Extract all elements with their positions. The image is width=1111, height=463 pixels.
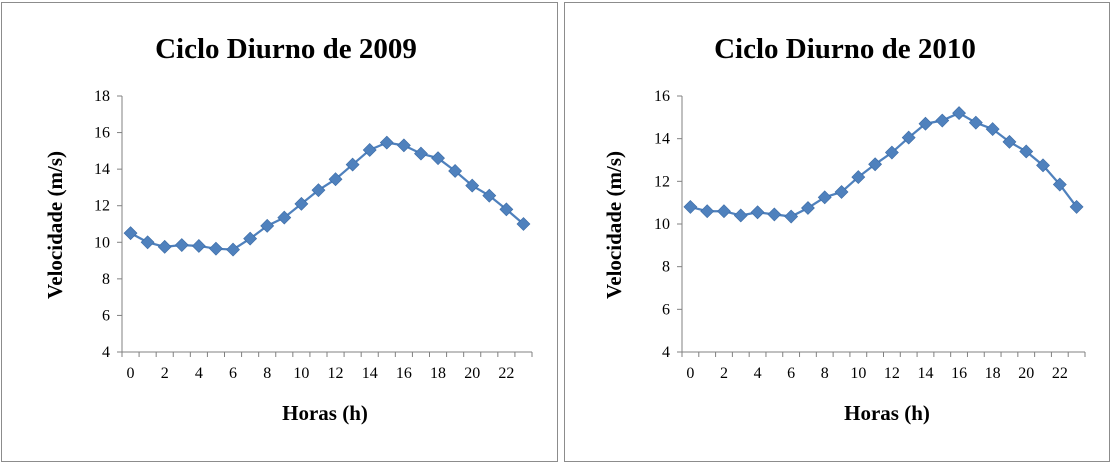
y-tick-label: 14 (654, 131, 670, 148)
data-point-marker (414, 146, 428, 161)
data-point-marker (294, 196, 309, 211)
y-tick-label: 8 (662, 259, 670, 276)
series-line (130, 141, 525, 251)
x-tick-label: 18 (430, 365, 446, 382)
data-point-marker (834, 185, 849, 199)
series-line (690, 111, 1078, 218)
data-point-marker (260, 218, 275, 233)
x-tick-label: 20 (464, 365, 480, 382)
data-point-marker (851, 170, 866, 184)
data-point-marker (431, 151, 445, 166)
data-point-marker (884, 145, 899, 160)
x-tick-label: 10 (293, 365, 309, 382)
data-point-marker (801, 201, 815, 215)
y-tick-label: 16 (654, 88, 670, 105)
x-tick-label: 14 (362, 365, 378, 382)
x-tick-label: 2 (161, 365, 169, 382)
y-tick-label: 8 (102, 271, 110, 288)
data-point-marker (123, 226, 138, 241)
x-tick-label: 2 (720, 365, 728, 382)
data-point-marker (683, 200, 698, 214)
y-tick-label: 18 (94, 88, 110, 105)
x-tick-label: 22 (498, 365, 514, 382)
line-chart-2009: Ciclo Diurno de 2009 Velocidade (m/s) Ho… (43, 33, 533, 425)
data-point-marker (328, 172, 343, 187)
data-point-marker (379, 135, 394, 150)
x-tick-label: 12 (328, 365, 344, 382)
x-tick-label: 4 (754, 365, 762, 382)
data-point-marker (482, 188, 497, 203)
data-point-marker (191, 239, 206, 253)
data-point-marker (1069, 200, 1084, 214)
x-tick-label: 6 (787, 365, 795, 382)
data-point-marker (918, 116, 933, 131)
x-tick-label: 8 (263, 365, 271, 382)
data-point-marker (784, 209, 799, 224)
data-point-marker (750, 205, 765, 220)
x-tick-label: 0 (127, 365, 135, 382)
data-point-marker (243, 231, 258, 246)
data-point-marker (448, 164, 463, 178)
x-tick-label: 0 (686, 365, 694, 382)
data-point-marker (311, 183, 326, 198)
data-point-marker (174, 238, 189, 252)
y-tick-label: 10 (654, 216, 670, 233)
x-tick-label: 20 (1018, 365, 1034, 382)
x-tick-label: 22 (1052, 365, 1068, 382)
data-point-marker (1002, 134, 1017, 149)
y-tick-label: 4 (102, 344, 110, 361)
chart-title: Ciclo Diurno de 2010 (714, 33, 976, 65)
x-tick-label: 4 (195, 365, 203, 382)
data-point-marker (935, 113, 950, 128)
y-tick-label: 4 (662, 344, 670, 361)
x-tick-label: 16 (951, 365, 967, 382)
data-point-marker (901, 130, 916, 145)
data-point-marker (396, 138, 411, 153)
x-tick-label: 18 (985, 365, 1001, 382)
line-chart-2010: Ciclo Diurno de 2010 Velocidade (m/s) Ho… (602, 33, 1086, 425)
data-point-marker (345, 157, 360, 172)
data-point-marker (968, 115, 983, 130)
x-axis-title: Horas (h) (844, 401, 930, 425)
data-point-marker (817, 190, 832, 205)
chart-panel-2009: Ciclo Diurno de 2009 Velocidade (m/s) Ho… (1, 2, 558, 462)
y-axis-title: Velocidade (m/s) (43, 151, 67, 299)
data-point-marker (1019, 144, 1034, 159)
data-point-marker (499, 202, 514, 217)
y-tick-label: 14 (94, 161, 110, 178)
y-tick-label: 12 (654, 173, 670, 190)
data-point-marker (767, 207, 782, 222)
data-point-marker (362, 143, 377, 157)
data-point-marker (733, 208, 748, 223)
x-tick-label: 10 (850, 365, 866, 382)
data-point-marker (985, 122, 1000, 136)
data-point-marker (465, 178, 480, 193)
x-tick-label: 12 (884, 365, 900, 382)
data-point-marker (157, 239, 172, 254)
y-tick-label: 6 (662, 301, 670, 318)
y-axis-title: Velocidade (m/s) (602, 151, 626, 299)
data-point-marker (1036, 158, 1050, 173)
data-point-marker (952, 106, 966, 120)
data-point-marker (277, 210, 292, 225)
y-tick-label: 12 (94, 198, 110, 215)
x-tick-label: 16 (396, 365, 412, 382)
x-axis-title: Horas (h) (282, 401, 368, 425)
x-tick-label: 14 (917, 365, 933, 382)
data-point-marker (226, 242, 240, 257)
y-tick-label: 16 (94, 125, 110, 142)
chart-panel-2010: Ciclo Diurno de 2010 Velocidade (m/s) Ho… (564, 2, 1110, 462)
data-point-marker (209, 241, 223, 256)
data-point-marker (700, 204, 715, 219)
data-point-marker (717, 204, 731, 219)
data-point-marker (868, 157, 883, 172)
x-tick-label: 6 (229, 365, 237, 382)
data-point-marker (516, 217, 531, 231)
x-tick-label: 8 (821, 365, 829, 382)
data-point-marker (1052, 177, 1067, 192)
y-tick-label: 6 (102, 307, 110, 324)
chart-title: Ciclo Diurno de 2009 (155, 33, 417, 65)
data-point-marker (140, 235, 155, 250)
y-tick-label: 10 (94, 234, 110, 251)
